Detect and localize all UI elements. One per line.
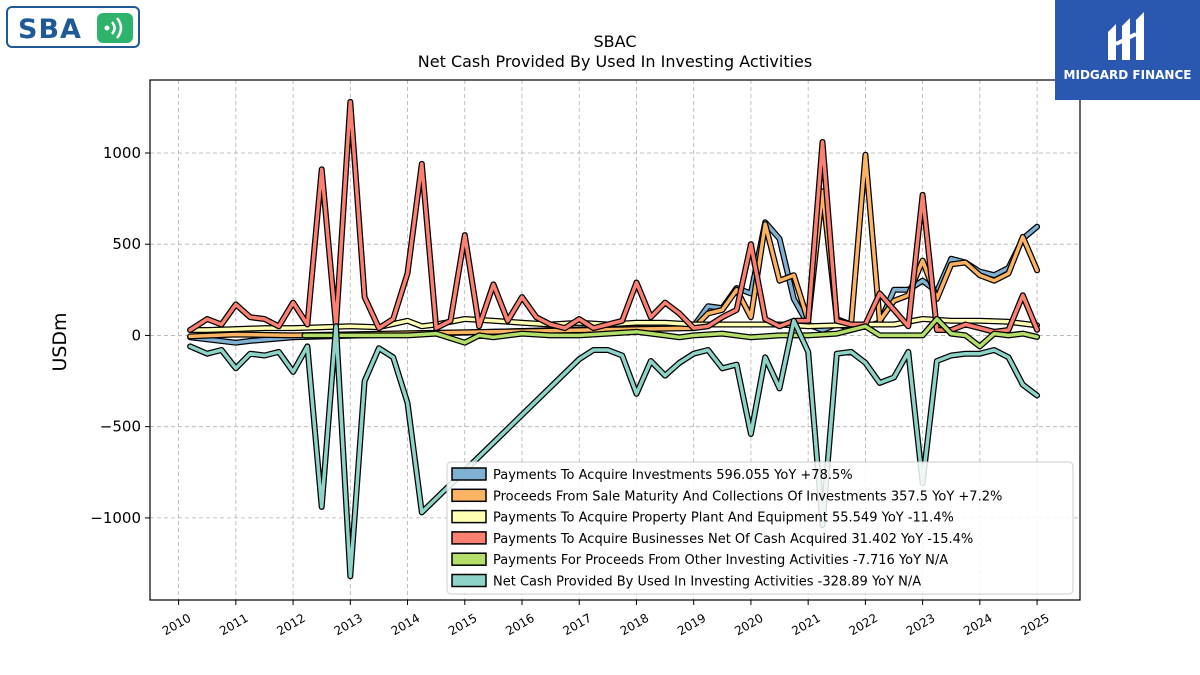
x-tick-label: 2021: [789, 611, 822, 638]
y-tick-label: 1000: [103, 144, 141, 162]
series-line: [187, 316, 1041, 333]
series-line-stroke: [188, 319, 1039, 579]
legend-label: Payments To Acquire Businesses Net Of Ca…: [493, 532, 973, 547]
legend-swatch: [451, 573, 487, 588]
x-tick-label: 2016: [503, 611, 536, 638]
x-tick-label: 2011: [217, 611, 250, 638]
series-lines: [187, 98, 1041, 580]
sba-logo-text: SBA: [18, 14, 82, 45]
midgard-mark-icon: [1102, 10, 1154, 70]
series-line-stroke: [188, 100, 1039, 334]
series-line-stroke: [302, 317, 1039, 349]
x-tick-label: 2010: [160, 611, 193, 638]
legend-swatch: [451, 467, 487, 481]
x-tick-label: 2012: [274, 611, 307, 638]
x-tick-label: 2019: [675, 611, 708, 638]
x-tick-label: 2022: [847, 611, 880, 638]
signal-icon: [97, 13, 133, 43]
x-tick-label: 2018: [618, 611, 651, 638]
y-axis-ticks: 1000 500 0 −500 −1000: [90, 144, 150, 527]
y-axis-label: USDm: [49, 312, 71, 371]
series-line: [301, 316, 1041, 350]
legend-swatch: [451, 509, 487, 524]
chart-title: SBAC: [594, 32, 637, 51]
chart-subtitle: Net Cash Provided By Used In Investing A…: [418, 52, 812, 71]
legend-label: Net Cash Provided By Used In Investing A…: [493, 575, 921, 590]
legend-swatch: [451, 552, 487, 566]
legend-swatch: [451, 488, 487, 503]
legend-label: Payments To Acquire Property Plant And E…: [493, 511, 954, 526]
legend-label: Proceeds From Sale Maturity And Collecti…: [493, 489, 1002, 504]
legend-label: Payments To Acquire Investments 596.055 …: [493, 468, 853, 483]
series-line: [187, 317, 1041, 580]
legend-swatch: [451, 531, 487, 545]
y-tick-label: 0: [131, 326, 141, 344]
sba-logo: SBA: [6, 6, 140, 48]
y-tick-label: 500: [112, 235, 141, 253]
series-line-stroke: [188, 317, 1039, 332]
legend-label: Payments For Proceeds From Other Investi…: [493, 553, 948, 568]
x-tick-label: 2025: [1018, 611, 1051, 638]
y-tick-label: −1000: [90, 509, 141, 527]
x-tick-label: 2020: [732, 611, 765, 638]
x-tick-label: 2013: [332, 611, 365, 638]
legend-box: [446, 461, 1074, 595]
x-tick-label: 2023: [904, 611, 937, 638]
y-tick-label: −500: [100, 418, 141, 436]
plot-frame: [149, 79, 1081, 601]
x-tick-label: 2014: [389, 611, 422, 638]
x-tick-label: 2017: [561, 611, 594, 638]
x-axis-ticks: 2010 2011 2012 2013 2014 2015 2016 2017 2018 2019…: [160, 600, 1052, 638]
x-tick-label: 2015: [446, 611, 479, 638]
x-tick-label: 2024: [961, 611, 994, 638]
chart-legend: Payments To Acquire Investments 596.055 …: [446, 461, 1074, 595]
midgard-finance-logo: MIDGARD FINANCE: [1055, 0, 1200, 100]
series-line: [187, 98, 1041, 335]
midgard-logo-text: MIDGARD FINANCE: [1063, 68, 1192, 82]
